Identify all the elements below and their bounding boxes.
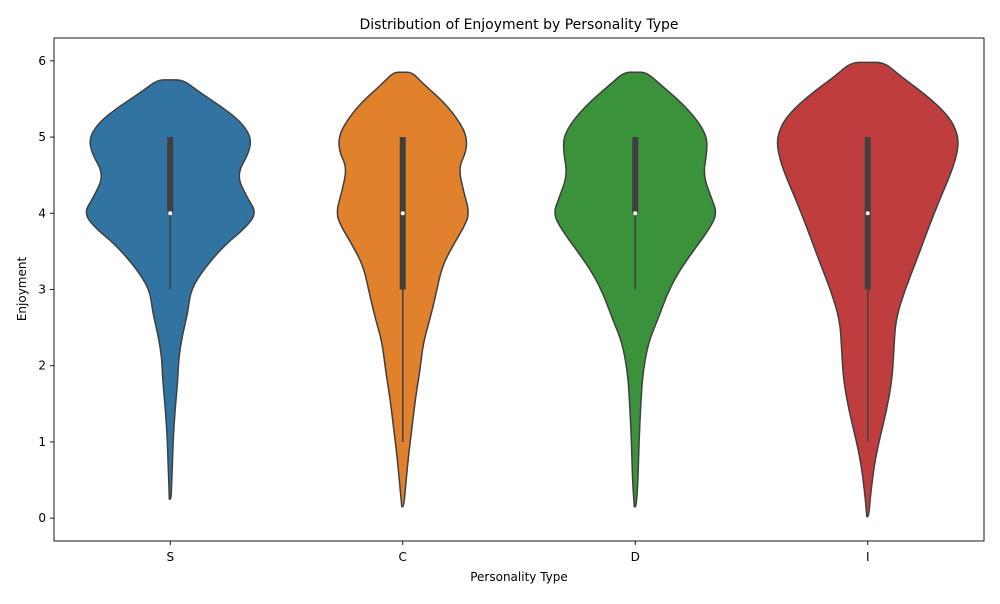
violin-median-dot — [400, 211, 405, 216]
violin-median-dot — [865, 211, 870, 216]
y-tick-label: 0 — [38, 511, 46, 525]
violin-median-dot — [168, 211, 173, 216]
x-tick-label: D — [631, 550, 640, 564]
violin-median-dot — [633, 211, 638, 216]
plot-frame — [53, 37, 985, 542]
violin-iqr-box — [632, 137, 639, 214]
violin-I — [776, 61, 959, 518]
y-tick-label: 1 — [38, 435, 46, 449]
y-tick-label: 3 — [38, 283, 46, 297]
violin-S — [85, 79, 255, 500]
violin-D — [554, 71, 717, 508]
y-axis: 0 1 2 3 4 5 6 — [38, 54, 54, 525]
x-tick-label: C — [399, 550, 407, 564]
y-tick-label: 5 — [38, 130, 46, 144]
violin-C — [336, 71, 469, 508]
violins-group — [85, 61, 959, 518]
violin-iqr-box — [167, 137, 174, 214]
x-tick-label: I — [866, 550, 870, 564]
x-tick-label: S — [166, 550, 174, 564]
x-axis-label: Personality Type — [470, 570, 568, 584]
y-tick-label: 6 — [38, 54, 46, 68]
y-axis-label: Enjoyment — [15, 257, 29, 322]
y-tick-label: 4 — [38, 206, 46, 220]
y-tick-label: 2 — [38, 359, 46, 373]
chart-title: Distribution of Enjoyment by Personality… — [360, 17, 679, 33]
